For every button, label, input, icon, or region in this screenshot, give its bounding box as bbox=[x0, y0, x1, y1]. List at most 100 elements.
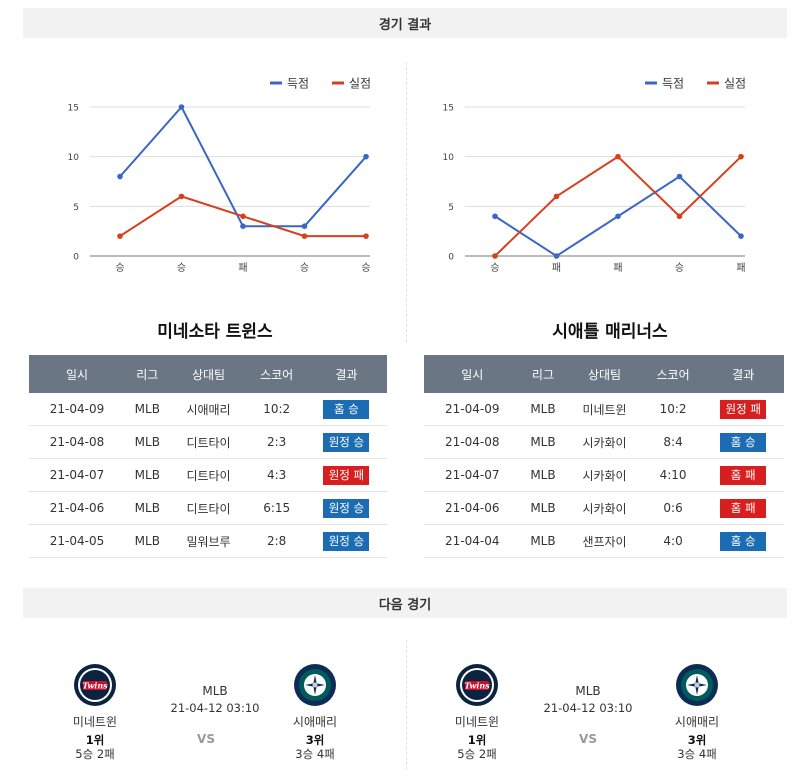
opponent-cell: 시카화이 bbox=[565, 491, 644, 525]
date-cell: 21-04-06 bbox=[29, 491, 126, 525]
league-cell: MLB bbox=[125, 458, 170, 492]
league-cell: MLB bbox=[520, 524, 566, 558]
svg-text:Twins: Twins bbox=[82, 681, 108, 691]
result-cell: 원정 승 bbox=[305, 524, 387, 558]
result-badge: 원정 승 bbox=[323, 432, 370, 452]
result-badge: 홈 승 bbox=[720, 432, 767, 452]
result-cell: 홈 승 bbox=[702, 425, 784, 459]
left-score-chart: 득점 실점 0 5 10 15 승 승 패 승 승 bbox=[55, 68, 375, 274]
y-tick-label: 0 bbox=[448, 253, 454, 263]
legend-label: 실점 bbox=[724, 77, 746, 91]
column-header: 결과 bbox=[702, 355, 784, 393]
opponent-cell: 샌프자이 bbox=[565, 524, 644, 558]
score-cell: 2:8 bbox=[247, 524, 306, 558]
data-point bbox=[615, 153, 621, 160]
y-tick-label: 15 bbox=[68, 104, 79, 114]
table-header-row: 일시 리그 상대팀 스코어 결과 bbox=[424, 355, 784, 393]
column-header: 일시 bbox=[29, 355, 126, 393]
date-cell: 21-04-04 bbox=[424, 524, 521, 558]
game-datetime: 21-04-12 03:10 bbox=[170, 701, 260, 715]
y-tick-label: 10 bbox=[443, 153, 455, 163]
column-divider bbox=[406, 62, 407, 342]
data-point bbox=[178, 193, 185, 200]
opponent-cell: 시애매리 bbox=[169, 393, 248, 426]
result-badge: 홈 패 bbox=[720, 465, 767, 485]
left-chart-svg: 득점 실점 0 5 10 15 승 승 패 승 승 bbox=[68, 77, 372, 274]
data-point bbox=[178, 104, 185, 110]
home-team-record: 5승 2패 bbox=[457, 747, 497, 761]
result-badge: 홈 승 bbox=[323, 399, 370, 419]
league-cell: MLB bbox=[520, 425, 566, 459]
y-tick-label: 0 bbox=[73, 253, 79, 263]
y-tick-label: 10 bbox=[68, 153, 80, 163]
date-cell: 21-04-05 bbox=[29, 524, 126, 558]
mariners-logo-icon bbox=[294, 664, 336, 706]
home-team-name: 미네트윈 bbox=[454, 715, 500, 729]
score-cell: 6:15 bbox=[247, 491, 306, 525]
left-results-table: 일시 리그 상대팀 스코어 결과 21-04-09 MLB 시애매리 10:2 홈 승 21-04-… bbox=[29, 355, 387, 558]
table-row: 21-04-06 MLB 시카화이 0:6 홈 패 bbox=[424, 491, 784, 525]
x-tick-label: 패 bbox=[552, 262, 561, 273]
result-cell: 홈 패 bbox=[702, 458, 784, 492]
table-row: 21-04-09 MLB 미네트윈 10:2 원정 패 bbox=[424, 393, 784, 426]
legend-label: 득점 bbox=[287, 77, 309, 91]
date-cell: 21-04-09 bbox=[424, 393, 521, 426]
result-badge: 원정 패 bbox=[323, 465, 370, 485]
date-cell: 21-04-08 bbox=[424, 425, 521, 459]
result-cell: 원정 패 bbox=[305, 458, 387, 492]
right-results-table: 일시 리그 상대팀 스코어 결과 21-04-09 MLB 미네트윈 10:2 원정 패 21-04… bbox=[424, 355, 784, 558]
away-team-rank: 3위 bbox=[305, 733, 325, 747]
date-cell: 21-04-08 bbox=[29, 425, 126, 459]
game-datetime: 21-04-12 03:10 bbox=[543, 701, 633, 715]
column-header: 스코어 bbox=[643, 355, 703, 393]
data-point bbox=[615, 213, 621, 220]
x-tick-label: 승 bbox=[675, 262, 684, 273]
away-team-name: 시애매리 bbox=[674, 715, 720, 729]
table-row: 21-04-09 MLB 시애매리 10:2 홈 승 bbox=[29, 393, 387, 426]
right-team-title: 시애틀 매리너스 bbox=[552, 322, 668, 342]
league-cell: MLB bbox=[520, 458, 566, 492]
vs-label: VS bbox=[579, 732, 597, 746]
data-point bbox=[738, 153, 744, 160]
away-team-name: 시애매리 bbox=[292, 715, 338, 729]
home-team-name: 미네트윈 bbox=[72, 715, 118, 729]
away-team-record: 3승 4패 bbox=[677, 747, 717, 761]
data-point bbox=[301, 233, 308, 239]
results-section-title: 경기 결과 bbox=[23, 8, 787, 38]
right-chart-svg: 득점 실점 0 5 10 15 승 패 패 승 패 bbox=[443, 77, 747, 274]
table-row: 21-04-05 MLB 밀워브루 2:8 원정 승 bbox=[29, 524, 387, 558]
date-cell: 21-04-07 bbox=[424, 458, 521, 492]
data-point bbox=[301, 223, 308, 229]
score-cell: 0:6 bbox=[643, 491, 703, 525]
result-cell: 홈 승 bbox=[305, 393, 387, 426]
table-row: 21-04-07 MLB 디트타이 4:3 원정 패 bbox=[29, 458, 387, 492]
column-header: 리그 bbox=[520, 355, 566, 393]
right-score-chart: 득점 실점 0 5 10 15 승 패 패 승 패 bbox=[430, 68, 750, 274]
home-team-rank: 1위 bbox=[85, 733, 105, 747]
result-badge: 홈 패 bbox=[720, 498, 767, 518]
result-badge: 원정 승 bbox=[323, 498, 370, 518]
result-cell: 홈 패 bbox=[702, 491, 784, 525]
opponent-cell: 디트타이 bbox=[169, 458, 248, 492]
opponent-cell: 디트타이 bbox=[169, 425, 248, 459]
score-cell: 10:2 bbox=[643, 393, 703, 426]
x-tick-label: 승 bbox=[115, 262, 124, 273]
result-cell: 원정 승 bbox=[305, 425, 387, 459]
y-tick-label: 5 bbox=[73, 203, 79, 213]
date-cell: 21-04-06 bbox=[424, 491, 521, 525]
home-team-record: 5승 2패 bbox=[75, 747, 115, 761]
x-tick-label: 승 bbox=[300, 262, 309, 273]
y-tick-label: 15 bbox=[443, 104, 454, 114]
league-cell: MLB bbox=[125, 491, 170, 525]
score-cell: 4:10 bbox=[643, 458, 703, 492]
league-cell: MLB bbox=[125, 393, 170, 426]
column-header: 스코어 bbox=[247, 355, 306, 393]
column-header: 리그 bbox=[125, 355, 170, 393]
score-cell: 8:4 bbox=[643, 425, 703, 459]
table-row: 21-04-07 MLB 시카화이 4:10 홈 패 bbox=[424, 458, 784, 492]
left-team-title: 미네소타 트윈스 bbox=[157, 322, 273, 342]
column-divider-bottom bbox=[406, 640, 407, 770]
twins-logo-icon: Twins bbox=[74, 664, 116, 706]
opponent-cell: 시카화이 bbox=[565, 425, 644, 459]
home-team-rank: 1위 bbox=[467, 733, 487, 747]
